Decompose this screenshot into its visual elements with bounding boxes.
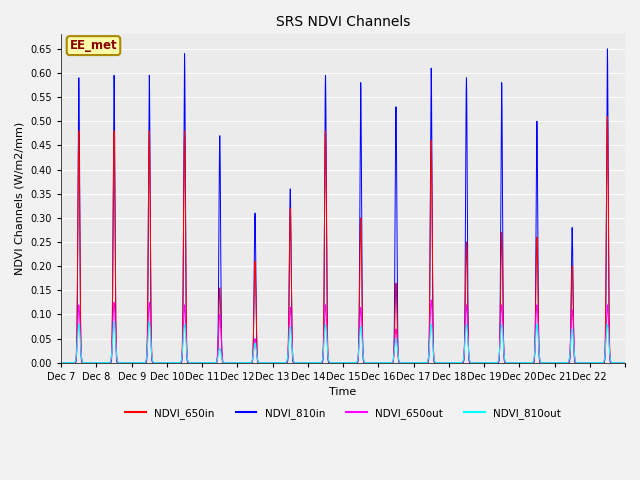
Text: EE_met: EE_met [70,39,117,52]
Legend: NDVI_650in, NDVI_810in, NDVI_650out, NDVI_810out: NDVI_650in, NDVI_810in, NDVI_650out, NDV… [121,404,565,423]
X-axis label: Time: Time [330,387,356,397]
Title: SRS NDVI Channels: SRS NDVI Channels [276,15,410,29]
Y-axis label: NDVI Channels (W/m2/mm): NDVI Channels (W/m2/mm) [15,122,25,275]
